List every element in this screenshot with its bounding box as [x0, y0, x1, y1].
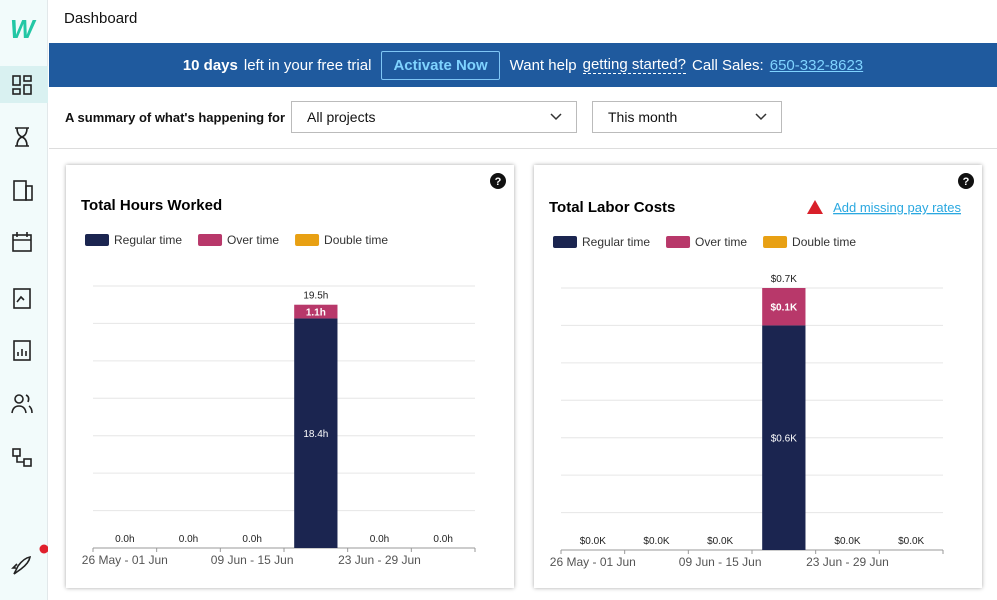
- help-icon-glyph: ?: [963, 176, 970, 188]
- sidebar: W: [0, 0, 48, 600]
- chevron: [755, 113, 767, 121]
- activate-button[interactable]: Activate Now: [381, 50, 500, 80]
- x-tick-label: 09 Jun - 15 Jun: [211, 553, 294, 567]
- chart: Total Hours Worked? Regular time Over time…: [81, 173, 506, 567]
- bar-total-label: 0.0h: [242, 534, 261, 545]
- legend-swatch: [666, 236, 691, 248]
- legend-label: Over time: [695, 235, 747, 249]
- chart-card: Total Hours Worked? Regular time Over time…: [66, 165, 514, 588]
- help-icon: [490, 173, 506, 189]
- legend-label: Regular time: [582, 235, 650, 249]
- logo: W: [10, 14, 35, 44]
- bar-total-label: 19.5h: [303, 291, 328, 302]
- period-value: This month: [608, 109, 678, 125]
- legend-label: Double time: [792, 235, 856, 249]
- bar-total-label: 0.0h: [179, 534, 198, 545]
- legend-swatch: [553, 236, 577, 248]
- warning-link: Add missing pay rates: [833, 200, 961, 215]
- help-text: Want help: [509, 56, 577, 74]
- chart-title: Total Hours Worked: [81, 197, 222, 214]
- bar-segment-label: $0.1K: [770, 303, 797, 314]
- legend-label: Regular time: [114, 233, 182, 247]
- trial-text: left in your free trial: [243, 56, 372, 74]
- bar-total-label: $0.0K: [898, 536, 924, 547]
- help-link[interactable]: getting started?: [582, 56, 687, 74]
- x-tick-label: 26 May - 01 Jun: [82, 553, 168, 567]
- help-icon: [958, 173, 974, 189]
- x-tick-label: 26 May - 01 Jun: [550, 555, 636, 569]
- bar-total-label: $0.0K: [580, 536, 606, 547]
- phone-link[interactable]: 650-332-8623: [769, 56, 864, 74]
- filter-label: A summary of what's happening for: [65, 110, 286, 125]
- project-value: All projects: [307, 109, 376, 125]
- bar-segment: [762, 325, 806, 550]
- bar-total-label: 0.0h: [370, 534, 389, 545]
- legend-swatch: [198, 234, 223, 246]
- period-select[interactable]: This month: [592, 101, 782, 133]
- chevron: [550, 113, 562, 121]
- x-tick-label: 23 Jun - 29 Jun: [338, 553, 421, 567]
- bar-total-label: 0.0h: [433, 534, 452, 545]
- trial-banner: 10 days left in your free trial Activate…: [49, 43, 997, 87]
- trial-days: 10 days: [182, 56, 238, 74]
- legend-label: Double time: [324, 233, 388, 247]
- page-title: Dashboard: [64, 10, 138, 27]
- bar-total-label: 0.0h: [115, 534, 134, 545]
- legend-swatch: [763, 236, 788, 248]
- bar-segment: [294, 318, 338, 548]
- bar-segment: [294, 304, 338, 319]
- legend-label: Over time: [227, 233, 279, 247]
- warning-icon: [807, 200, 823, 214]
- project-select[interactable]: All projects: [291, 101, 577, 133]
- bar-total-label: $0.0K: [707, 536, 733, 547]
- filter-bar: A summary of what's happening for All pr…: [49, 88, 997, 149]
- help-icon-glyph: ?: [495, 176, 502, 188]
- bar-segment-label: $0.6K: [771, 434, 797, 445]
- sidebar-icons: [0, 66, 48, 575]
- bar-total-label: $0.0K: [834, 536, 860, 547]
- bar-segment-label: 1.1h: [306, 308, 326, 319]
- sales-text: Call Sales:: [692, 56, 764, 74]
- chart-card: Total Labor Costs? Add missing pay rates R…: [534, 165, 982, 588]
- x-tick-label: 23 Jun - 29 Jun: [806, 555, 889, 569]
- bar-total-label: $0.0K: [643, 536, 669, 547]
- bar-segment: [762, 288, 806, 326]
- chart-title: Total Labor Costs: [549, 199, 675, 216]
- bar-segment-label: 18.4h: [303, 429, 328, 440]
- bar-total-label: $0.7K: [771, 274, 797, 285]
- legend-swatch: [85, 234, 109, 246]
- chart: Total Labor Costs?Add missing pay rates R…: [549, 173, 974, 569]
- x-tick-label: 09 Jun - 15 Jun: [679, 555, 762, 569]
- legend-swatch: [295, 234, 320, 246]
